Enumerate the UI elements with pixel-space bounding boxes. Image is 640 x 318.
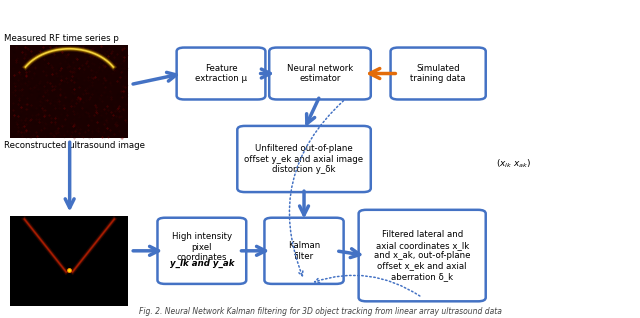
Text: High intensity
pixel
coordinates: High intensity pixel coordinates	[172, 232, 232, 262]
FancyBboxPatch shape	[157, 218, 246, 284]
FancyBboxPatch shape	[177, 48, 266, 100]
Text: Simulated
training data: Simulated training data	[410, 64, 466, 83]
Text: Reconstructed ultrasound image: Reconstructed ultrasound image	[4, 141, 145, 150]
FancyBboxPatch shape	[10, 216, 129, 306]
Text: Unfiltered out-of-plane
offset y_ek and axial image
distortion y_δk: Unfiltered out-of-plane offset y_ek and …	[244, 144, 364, 174]
Text: Feature
extraction μ: Feature extraction μ	[195, 64, 247, 83]
FancyBboxPatch shape	[237, 126, 371, 192]
Text: Kalman
filter: Kalman filter	[288, 241, 320, 260]
Text: y_lk and y_ak: y_lk and y_ak	[170, 259, 234, 268]
Text: $(x_{lk}\ x_{ak})$: $(x_{lk}\ x_{ak})$	[495, 157, 531, 170]
FancyBboxPatch shape	[264, 218, 344, 284]
FancyBboxPatch shape	[358, 210, 486, 301]
FancyBboxPatch shape	[10, 45, 129, 138]
FancyBboxPatch shape	[390, 48, 486, 100]
FancyBboxPatch shape	[269, 48, 371, 100]
Text: Measured RF time series p: Measured RF time series p	[4, 34, 119, 44]
Text: Filtered lateral and
axial coordinates x_lk
and x_ak, out-of-plane
offset x_ek a: Filtered lateral and axial coordinates x…	[374, 230, 470, 281]
Text: Fig. 2. Neural Network Kalman filtering for 3D object tracking from linear array: Fig. 2. Neural Network Kalman filtering …	[139, 307, 501, 316]
Text: Neural network
estimator: Neural network estimator	[287, 64, 353, 83]
